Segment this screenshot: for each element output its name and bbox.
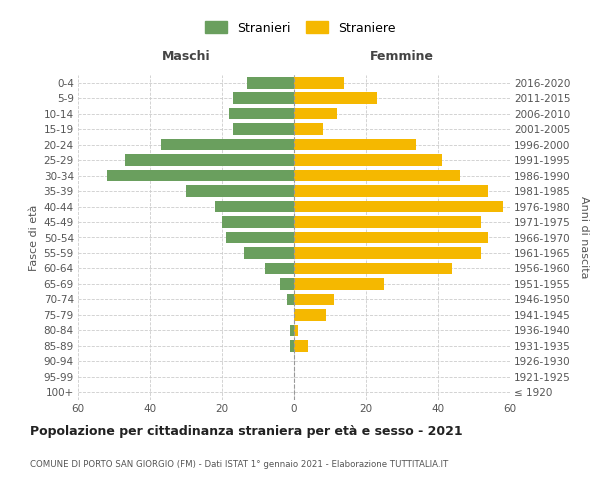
Bar: [107, 170, 294, 181]
Bar: [290, 324, 294, 336]
Bar: [294, 262, 452, 274]
Bar: [294, 108, 337, 120]
Bar: [233, 92, 294, 104]
Bar: [294, 232, 488, 243]
Bar: [294, 77, 344, 88]
Bar: [294, 309, 326, 320]
Bar: [294, 92, 377, 104]
Bar: [294, 278, 384, 289]
Bar: [226, 232, 294, 243]
Bar: [287, 294, 294, 305]
Bar: [294, 139, 416, 150]
Bar: [161, 139, 294, 150]
Bar: [294, 294, 334, 305]
Bar: [229, 108, 294, 120]
Bar: [294, 124, 323, 135]
Bar: [222, 216, 294, 228]
Bar: [280, 278, 294, 289]
Bar: [294, 200, 503, 212]
Bar: [290, 340, 294, 351]
Y-axis label: Anni di nascita: Anni di nascita: [579, 196, 589, 279]
Bar: [294, 170, 460, 181]
Bar: [215, 200, 294, 212]
Bar: [265, 262, 294, 274]
Bar: [233, 124, 294, 135]
Bar: [294, 154, 442, 166]
Bar: [294, 186, 488, 197]
Bar: [294, 340, 308, 351]
Bar: [244, 247, 294, 259]
Bar: [247, 77, 294, 88]
Bar: [294, 324, 298, 336]
Bar: [294, 216, 481, 228]
Text: Maschi: Maschi: [161, 50, 211, 62]
Bar: [294, 247, 481, 259]
Bar: [186, 186, 294, 197]
Text: Femmine: Femmine: [370, 50, 434, 62]
Legend: Stranieri, Straniere: Stranieri, Straniere: [199, 16, 401, 40]
Bar: [125, 154, 294, 166]
Text: Popolazione per cittadinanza straniera per età e sesso - 2021: Popolazione per cittadinanza straniera p…: [30, 425, 463, 438]
Y-axis label: Fasce di età: Fasce di età: [29, 204, 40, 270]
Text: COMUNE DI PORTO SAN GIORGIO (FM) - Dati ISTAT 1° gennaio 2021 - Elaborazione TUT: COMUNE DI PORTO SAN GIORGIO (FM) - Dati …: [30, 460, 448, 469]
